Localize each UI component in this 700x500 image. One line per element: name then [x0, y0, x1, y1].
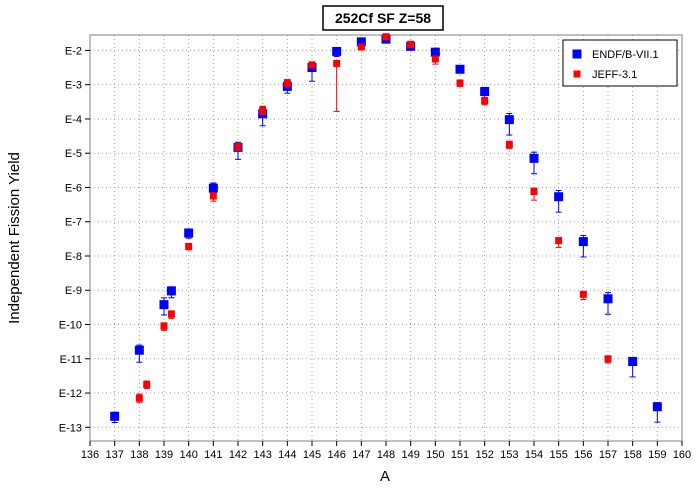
y-tick-label: E-4 [65, 114, 82, 126]
y-tick-label: E-2 [65, 45, 82, 57]
x-tick-label: 152 [475, 449, 493, 461]
data-point [143, 380, 151, 388]
data-point [603, 294, 613, 304]
data-point [604, 355, 612, 363]
data-point [628, 357, 638, 367]
data-point [455, 64, 465, 74]
axis-ticks [85, 49, 683, 446]
x-tick-label: 143 [253, 449, 271, 461]
legend-label: ENDF/B-VII.1 [592, 49, 659, 61]
y-tick-label: E-13 [59, 422, 82, 434]
y-tick-label: E-11 [60, 354, 82, 366]
data-point [382, 33, 390, 41]
x-tick-label: 153 [500, 449, 518, 461]
x-tick-label: 137 [105, 449, 123, 461]
x-tick-label: 147 [352, 449, 370, 461]
x-tick-label: 139 [155, 449, 173, 461]
data-point [110, 411, 120, 421]
data-point [234, 143, 242, 151]
x-tick-label: 146 [327, 449, 345, 461]
data-point [530, 188, 538, 196]
x-tick-label: 155 [549, 449, 567, 461]
data-point [209, 192, 217, 200]
x-tick-label: 148 [377, 449, 395, 461]
data-point [259, 106, 267, 114]
legend-frame [562, 39, 678, 87]
x-tick-label: 145 [303, 449, 321, 461]
data-point [578, 237, 588, 247]
legend-marker [573, 70, 581, 78]
data-point [159, 300, 169, 310]
data-point [185, 242, 193, 250]
y-axis-title: Independent Fission Yield [6, 152, 23, 324]
x-tick-label: 151 [451, 449, 469, 461]
chart-title-box: 252Cf SF Z=58 [322, 5, 444, 31]
x-tick-label: 157 [599, 449, 617, 461]
grid-lines [90, 35, 682, 441]
data-point [166, 286, 176, 296]
x-tick-label: 144 [278, 449, 296, 461]
x-tick-label: 159 [648, 449, 666, 461]
y-axis-tick-labels: E-2 E-3 E-4 E-5 E-6 E-7 E-8 E-9 E-10 E-11 E-12 E-13 [59, 45, 82, 434]
data-point [652, 402, 662, 412]
data-point [505, 141, 513, 149]
data-point [529, 153, 539, 163]
legend: ENDF/B-VII.1 JEFF-3.1 [562, 39, 678, 87]
y-tick-label: E-9 [65, 285, 82, 297]
data-point [480, 87, 490, 97]
legend-items: ENDF/B-VII.1 JEFF-3.1 [572, 49, 659, 81]
x-tick-label: 142 [229, 449, 247, 461]
data-point [555, 237, 563, 245]
y-tick-label: E-7 [65, 217, 82, 229]
series-1 [135, 33, 612, 403]
data-point [333, 59, 341, 67]
x-tick-label: 149 [401, 449, 419, 461]
data-point [430, 47, 440, 57]
y-tick-label: E-10 [59, 320, 82, 332]
y-tick-label: E-3 [65, 80, 82, 92]
data-point [167, 310, 175, 318]
x-tick-label: 138 [130, 449, 148, 461]
data-point [184, 228, 194, 238]
data-point [357, 43, 365, 51]
y-tick-label: E-8 [65, 251, 82, 263]
data-point [431, 55, 439, 63]
x-tick-label: 156 [574, 449, 592, 461]
chart-title: 252Cf SF Z=58 [335, 10, 431, 26]
data-point [456, 79, 464, 87]
data-point [134, 345, 144, 355]
x-tick-label: 141 [204, 449, 222, 461]
x-tick-label: 140 [179, 449, 197, 461]
data-point [283, 79, 291, 87]
legend-marker [572, 49, 582, 59]
x-axis-tick-labels: 136 137 138 139 140 141 142 143 144 145 146 147 148 1… [81, 449, 691, 461]
x-tick-label: 136 [81, 449, 99, 461]
data-point [208, 183, 218, 193]
data-series [110, 33, 662, 423]
data-point [554, 192, 564, 202]
data-point [308, 61, 316, 69]
data-point [579, 290, 587, 298]
x-tick-label: 158 [623, 449, 641, 461]
x-axis-title: A [380, 468, 390, 485]
y-tick-label: E-6 [65, 182, 82, 194]
data-point [356, 37, 366, 47]
data-point [504, 115, 514, 125]
data-point [407, 40, 415, 48]
title-frame [322, 5, 444, 31]
y-tick-label: E-12 [59, 388, 82, 400]
y-tick-label: E-5 [65, 148, 82, 160]
data-point [135, 394, 143, 402]
data-point [160, 322, 168, 330]
x-tick-label: 154 [525, 449, 543, 461]
x-tick-label: 160 [673, 449, 691, 461]
legend-label: JEFF-3.1 [592, 69, 637, 81]
data-point [332, 46, 342, 56]
x-tick-label: 150 [426, 449, 444, 461]
data-point [481, 97, 489, 105]
